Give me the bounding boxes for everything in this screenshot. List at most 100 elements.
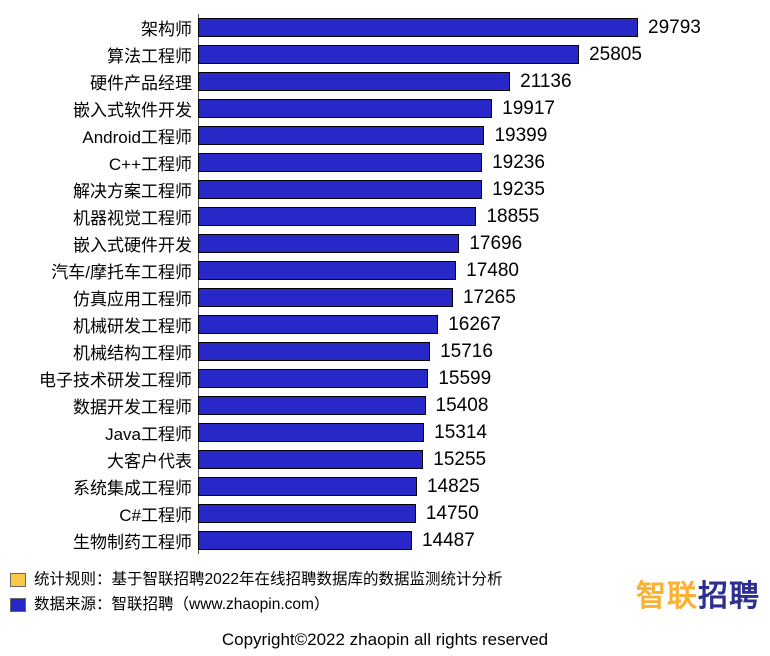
chart-row: C++工程师 19236 <box>10 149 760 176</box>
bar-track: 29793 <box>198 14 760 41</box>
copyright-text: Copyright©2022 zhaopin all rights reserv… <box>10 630 760 650</box>
category-label: Android工程师 <box>10 123 198 148</box>
category-label: 嵌入式硬件开发 <box>10 231 198 256</box>
category-label: 机器视觉工程师 <box>10 204 198 229</box>
value-label: 15255 <box>433 449 486 471</box>
value-label: 21136 <box>520 71 571 93</box>
bar <box>198 261 456 280</box>
chart-row: 汽车/摩托车工程师17480 <box>10 257 760 284</box>
bar-track: 15716 <box>198 338 760 365</box>
chart-row: 数据开发工程师 15408 <box>10 392 760 419</box>
category-label: C++工程师 <box>10 150 198 175</box>
value-label: 15314 <box>434 422 487 444</box>
chart-row: 算法工程师 25805 <box>10 41 760 68</box>
value-label: 17480 <box>466 260 519 282</box>
chart-area: 架构师 29793 算法工程师 25805硬件产品经理21136嵌入式软件开发 1991… <box>0 0 770 554</box>
bar-track: 15408 <box>198 392 760 419</box>
bar <box>198 99 492 118</box>
chart-row: 架构师 29793 <box>10 14 760 41</box>
logo-part1: 智联 <box>636 580 698 613</box>
bar-track: 19917 <box>198 95 760 122</box>
category-label: 生物制药工程师 <box>10 528 198 553</box>
value-label: 14487 <box>422 530 475 552</box>
legend-block: 统计规则：基于智联招聘2022年在线招聘数据库的数据监测统计分析 数据来源：智联… <box>10 568 760 618</box>
bar <box>198 369 428 388</box>
category-label: 嵌入式软件开发 <box>10 96 198 121</box>
value-label: 16267 <box>448 314 501 336</box>
category-label: 架构师 <box>10 15 198 40</box>
chart-row: 嵌入式软件开发 19917 <box>10 95 760 122</box>
bar-track: 14750 <box>198 500 760 527</box>
legend-text-source: 数据来源：智联招聘（www.zhaopin.com） <box>34 593 329 618</box>
legend-text-rule: 统计规则：基于智联招聘2022年在线招聘数据库的数据监测统计分析 <box>34 568 502 593</box>
legend-row-source: 数据来源：智联招聘（www.zhaopin.com） <box>10 593 502 618</box>
bar-track: 18855 <box>198 203 760 230</box>
category-label: 机械结构工程师 <box>10 339 198 364</box>
chart-row: 解决方案工程师 19235 <box>10 176 760 203</box>
chart-row: C#工程师14750 <box>10 500 760 527</box>
value-label: 18855 <box>486 206 539 228</box>
value-label: 15599 <box>438 368 491 390</box>
value-label: 17696 <box>469 233 522 255</box>
footer: 统计规则：基于智联招聘2022年在线招聘数据库的数据监测统计分析 数据来源：智联… <box>0 562 770 650</box>
bar <box>198 153 482 172</box>
chart-row: 电子技术研发工程师 15599 <box>10 365 760 392</box>
value-label: 17265 <box>463 287 516 309</box>
category-label: 解决方案工程师 <box>10 177 198 202</box>
category-label: 大客户代表 <box>10 447 198 472</box>
legend-lines: 统计规则：基于智联招聘2022年在线招聘数据库的数据监测统计分析 数据来源：智联… <box>10 568 502 618</box>
bar-track: 19399 <box>198 122 760 149</box>
bar-track: 14487 <box>198 527 760 554</box>
value-label: 19236 <box>492 152 545 174</box>
bar-track: 21136 <box>198 68 760 95</box>
value-label: 25805 <box>589 44 642 66</box>
bar-track: 16267 <box>198 311 760 338</box>
chart-row: 机器视觉工程师 18855 <box>10 203 760 230</box>
category-label: 仿真应用工程师 <box>10 285 198 310</box>
bar <box>198 234 459 253</box>
value-label: 19399 <box>494 125 547 147</box>
category-label: 电子技术研发工程师 <box>10 366 198 391</box>
category-label: 系统集成工程师 <box>10 474 198 499</box>
logo-part2: 招聘 <box>698 580 760 613</box>
bar-track: 15255 <box>198 446 760 473</box>
value-label: 29793 <box>648 17 701 39</box>
bar-track: 17480 <box>198 257 760 284</box>
bar <box>198 126 484 145</box>
bar-track: 25805 <box>198 41 760 68</box>
value-label: 15408 <box>436 395 489 417</box>
bar <box>198 45 579 64</box>
bar <box>198 531 412 550</box>
bar <box>198 450 423 469</box>
bar <box>198 72 510 91</box>
category-label: C#工程师 <box>10 501 198 526</box>
chart-row: 硬件产品经理21136 <box>10 68 760 95</box>
value-label: 15716 <box>440 341 493 363</box>
chart-row: 机械结构工程师 15716 <box>10 338 760 365</box>
bar <box>198 396 426 415</box>
category-label: 机械研发工程师 <box>10 312 198 337</box>
bar <box>198 504 416 523</box>
category-label: 算法工程师 <box>10 42 198 67</box>
bar-track: 19236 <box>198 149 760 176</box>
category-label: Java工程师 <box>10 420 198 445</box>
bar <box>198 477 417 496</box>
bar-track: 15599 <box>198 365 760 392</box>
bar <box>198 288 453 307</box>
brand-logo: 智联招聘 <box>636 571 760 615</box>
bar <box>198 18 638 37</box>
legend-swatch-source <box>10 598 26 612</box>
chart-row: 生物制药工程师 14487 <box>10 527 760 554</box>
value-label: 14825 <box>427 476 480 498</box>
bar <box>198 180 482 199</box>
chart-row: 大客户代表 15255 <box>10 446 760 473</box>
chart-row: Java工程师 15314 <box>10 419 760 446</box>
bar <box>198 207 476 226</box>
chart-row: 嵌入式硬件开发 17696 <box>10 230 760 257</box>
bar <box>198 342 430 361</box>
chart-row: 系统集成工程师 14825 <box>10 473 760 500</box>
value-label: 19235 <box>492 179 545 201</box>
value-label: 19917 <box>502 98 555 120</box>
legend-swatch-rule <box>10 573 26 587</box>
category-label: 数据开发工程师 <box>10 393 198 418</box>
